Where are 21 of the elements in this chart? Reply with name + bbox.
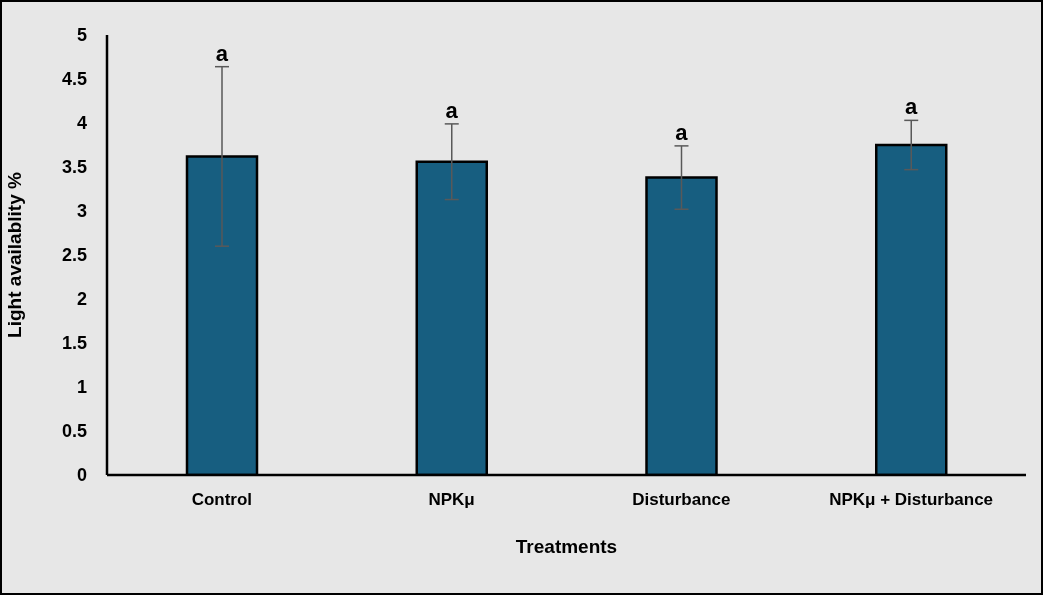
annotation: a bbox=[905, 94, 918, 120]
y-tick-label: 4.5 bbox=[61, 69, 87, 90]
x-axis-title: Treatments bbox=[515, 536, 618, 557]
annotation: a bbox=[215, 40, 229, 66]
x-tick-label: Control bbox=[191, 490, 253, 510]
y-tick-label: 4 bbox=[76, 113, 87, 134]
annotation: a bbox=[675, 119, 689, 145]
y-tick-label: 2 bbox=[76, 289, 87, 310]
y-tick-label: 2.5 bbox=[61, 245, 87, 266]
x-tick-label: NPKμ + Disturbance bbox=[829, 490, 994, 510]
annotation: a bbox=[445, 97, 459, 123]
y-tick-label: 3.5 bbox=[61, 157, 87, 178]
y-tick-label: 3 bbox=[76, 201, 87, 222]
y-tick-label: 5 bbox=[76, 25, 87, 46]
x-tick-label: NPKμ bbox=[428, 490, 475, 510]
y-tick-label: 1.5 bbox=[61, 333, 87, 354]
y-tick-label: 0 bbox=[76, 465, 87, 486]
y-axis-title: Light availablity % bbox=[3, 172, 25, 338]
x-tick-label: Disturbance bbox=[632, 490, 731, 510]
y-tick-label: 0.5 bbox=[61, 421, 87, 442]
y-tick-label: 1 bbox=[76, 377, 87, 398]
